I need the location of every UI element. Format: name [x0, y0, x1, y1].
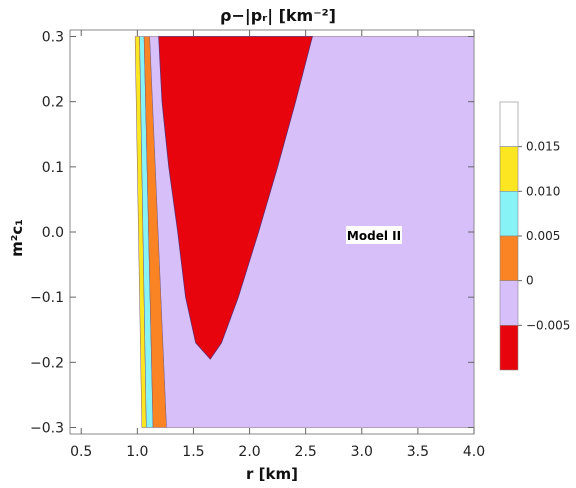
legend-swatch: [499, 146, 519, 192]
contour-region-5: [158, 36, 313, 360]
legend-swatch: [499, 101, 519, 147]
legend-label: −0.005: [526, 318, 570, 332]
chart-title: ρ−|pᵣ| [km⁻²]: [220, 6, 336, 26]
y-tick-label: 0.0: [42, 225, 64, 241]
x-axis-label: r [km]: [246, 465, 298, 483]
y-tick-label: −0.1: [30, 290, 64, 306]
legend-swatch: [499, 235, 519, 281]
legend-swatch: [499, 191, 519, 237]
x-tick-label: 3.0: [351, 444, 373, 460]
legend-swatch: [499, 325, 519, 371]
y-tick-label: 0.2: [42, 95, 64, 111]
plot-area: [134, 36, 475, 428]
x-tick-label: 1.5: [182, 444, 204, 460]
y-tick-label: −0.3: [30, 420, 64, 436]
legend-label: 0.005: [526, 229, 560, 243]
y-tick-label: 0.1: [42, 160, 64, 176]
x-tick-label: 2.0: [238, 444, 260, 460]
annotation-text: Model II: [347, 229, 401, 243]
y-axis-label: m²c₁: [8, 219, 26, 257]
y-tick-label: −0.2: [30, 355, 64, 371]
x-axis: 0.5 1.0 1.5 2.0 2.5 3.0 3.5 4.0: [70, 30, 485, 460]
legend-label: 0.010: [526, 184, 560, 198]
y-tick-label: 0.3: [42, 30, 64, 46]
x-tick-label: 3.5: [407, 444, 429, 460]
x-tick-label: 2.5: [295, 444, 317, 460]
y-axis: 0.3 0.2 0.1 0.0 −0.1 −0.2 −0.3: [30, 30, 474, 436]
color-legend: 0.015 0.010 0.005 0 −0.005: [499, 101, 570, 371]
annotation-background: [346, 226, 402, 244]
x-tick-label: 1.0: [126, 444, 148, 460]
legend-label: 0.015: [526, 140, 560, 154]
legend-label: 0: [526, 274, 534, 288]
model-annotation: Model II: [346, 226, 402, 244]
legend-swatch: [499, 280, 519, 326]
x-tick-label: 4.0: [463, 444, 485, 460]
x-tick-label: 0.5: [70, 444, 92, 460]
